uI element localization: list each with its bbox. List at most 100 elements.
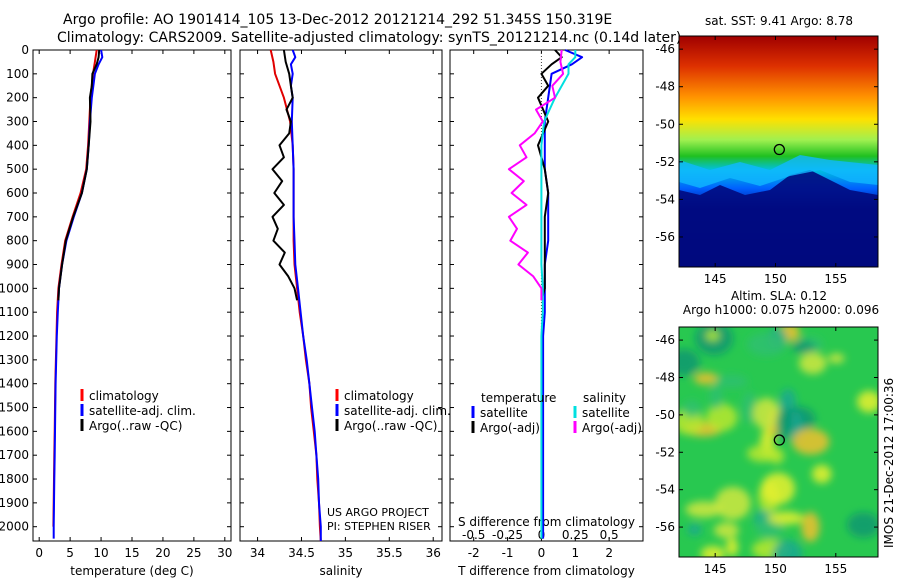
sla-blob — [792, 428, 830, 455]
y-tick-label: 2000 — [0, 520, 29, 534]
profile-panels: 0100200300400500600700800900100011001200… — [0, 43, 644, 578]
map-y-tick-label: -52 — [655, 155, 675, 169]
series-line-argo-raw-qc- — [271, 49, 299, 301]
sst-cold-water — [679, 170, 878, 267]
legend-label: satellite-adj. clim. — [344, 404, 451, 418]
x-tick-label: 0 — [35, 546, 43, 560]
y-tick-label: 1200 — [0, 329, 29, 343]
sla-blob — [801, 512, 820, 542]
map-y-tick-label: -50 — [655, 408, 675, 422]
x-tick-label: 2 — [605, 546, 613, 560]
sla-map-title: Altim. SLA: 0.12 — [731, 289, 827, 303]
legend-group-title: temperature — [481, 391, 556, 405]
x-tick-label: 30 — [217, 546, 232, 560]
map-y-tick-label: -54 — [655, 483, 675, 497]
sla-blob — [726, 537, 739, 557]
sla-blob — [772, 539, 803, 557]
sla-blob — [714, 486, 751, 520]
x-axis-label: salinity — [319, 564, 362, 578]
y-tick-label: 300 — [6, 115, 29, 129]
side-stamp: IMOS 21-Dec-2012 17:00:36 — [882, 378, 896, 548]
map-y-tick-label: -46 — [655, 333, 675, 347]
y-tick-label: 1100 — [0, 305, 29, 319]
map-y-tick-label: -46 — [655, 42, 675, 56]
sla-map-axes: 145 150 155 -46 -48 -50 -52 -54 -56 — [655, 327, 878, 576]
map-x-tick-label: 150 — [764, 272, 787, 286]
sla-blob — [682, 400, 701, 418]
x-tick-label: 34.5 — [288, 546, 315, 560]
y-tick-label: 100 — [6, 67, 29, 81]
sst-map: sat. SST: 9.41 Argo: 8.78 145 150 155 -46 -4… — [655, 14, 879, 286]
legend-label: climatology — [89, 389, 159, 403]
y-tick-label: 1600 — [0, 424, 29, 438]
y-tick-label: 600 — [6, 186, 29, 200]
map-x-tick-label: 145 — [704, 272, 727, 286]
x-tick-label: -1 — [502, 546, 514, 560]
sla-blob — [776, 408, 792, 440]
y-tick-label: 200 — [6, 91, 29, 105]
y-tick-label: 700 — [6, 210, 29, 224]
y-tick-label: 500 — [6, 162, 29, 176]
header-line2: Climatology: CARS2009. Satellite-adjuste… — [57, 30, 681, 46]
y-tick-label: 1700 — [0, 448, 29, 462]
x-tick-label: 10 — [93, 546, 108, 560]
x-axis-label: temperature (deg C) — [70, 564, 193, 578]
sla-blob — [706, 403, 738, 432]
x-tick-label: 5 — [66, 546, 74, 560]
project-line2: PI: STEPHEN RISER — [327, 520, 431, 533]
series-line-argo-adj- — [507, 49, 565, 301]
series-line-argo-adj- — [537, 49, 563, 301]
sla-blob — [687, 523, 702, 536]
sst-cyan-band — [679, 155, 878, 188]
project-line1: US ARGO PROJECT — [327, 506, 429, 519]
x-tick-label: 0 — [538, 546, 546, 560]
sla-blob — [685, 501, 723, 518]
legend-label: Argo(..raw -QC) — [89, 419, 182, 433]
sla-blob — [791, 340, 815, 354]
map-y-tick-label: -56 — [655, 520, 675, 534]
y-tick-label: 0 — [21, 43, 29, 57]
secondary-axis-label: S difference from climatology — [458, 515, 635, 529]
secondary-tick-label: -0.5 — [462, 528, 485, 542]
map-x-tick-label: 150 — [764, 562, 787, 576]
sla-blob — [798, 352, 827, 375]
header-line1: Argo profile: AO 1901414_105 13-Dec-2012… — [63, 12, 612, 28]
legend-label: satellite — [480, 406, 528, 420]
sla-map: Altim. SLA: 0.12 Argo h1000: 0.075 h2000… — [655, 289, 879, 576]
series-line-satellite — [540, 50, 577, 539]
y-tick-label: 1800 — [0, 472, 29, 486]
sla-map-subtitle: Argo h1000: 0.075 h2000: 0.096 — [683, 303, 879, 317]
map-x-tick-label: 145 — [704, 562, 727, 576]
sla-blob — [695, 327, 734, 356]
map-x-tick-label: 155 — [824, 272, 847, 286]
sla-blob — [700, 545, 726, 557]
series-line-argo-raw-qc- — [57, 49, 101, 301]
sla-blob — [679, 349, 700, 376]
y-tick-label: 1300 — [0, 353, 29, 367]
x-tick-label: 20 — [155, 546, 170, 560]
x-tick-label: 35.5 — [376, 546, 403, 560]
x-axis-label: T difference from climatology — [457, 564, 635, 578]
sla-blob — [752, 397, 781, 430]
panel-frame — [32, 49, 232, 542]
legend-label: satellite — [582, 406, 630, 420]
sla-blob — [761, 472, 795, 505]
legend-group-title: salinity — [583, 391, 626, 405]
x-tick-label: 36 — [426, 546, 441, 560]
sst-map-title: sat. SST: 9.41 Argo: 8.78 — [705, 14, 853, 28]
secondary-tick-label: -0.25 — [492, 528, 523, 542]
map-y-tick-label: -48 — [655, 370, 675, 384]
sla-blob — [715, 374, 748, 388]
y-tick-label: 1400 — [0, 377, 29, 391]
y-tick-label: 1000 — [0, 281, 29, 295]
y-tick-label: 1900 — [0, 496, 29, 510]
sla-blob — [811, 464, 832, 484]
panel-temperature: 0100200300400500600700800900100011001200… — [0, 43, 232, 578]
map-y-tick-label: -56 — [655, 230, 675, 244]
sla-anomaly-blobs — [679, 327, 878, 557]
sst-map-axes: 145 150 155 -46 -48 -50 -52 -54 -56 — [655, 36, 878, 286]
sla-blob — [693, 372, 719, 385]
x-tick-label: 1 — [571, 546, 579, 560]
sla-blob — [768, 511, 804, 525]
